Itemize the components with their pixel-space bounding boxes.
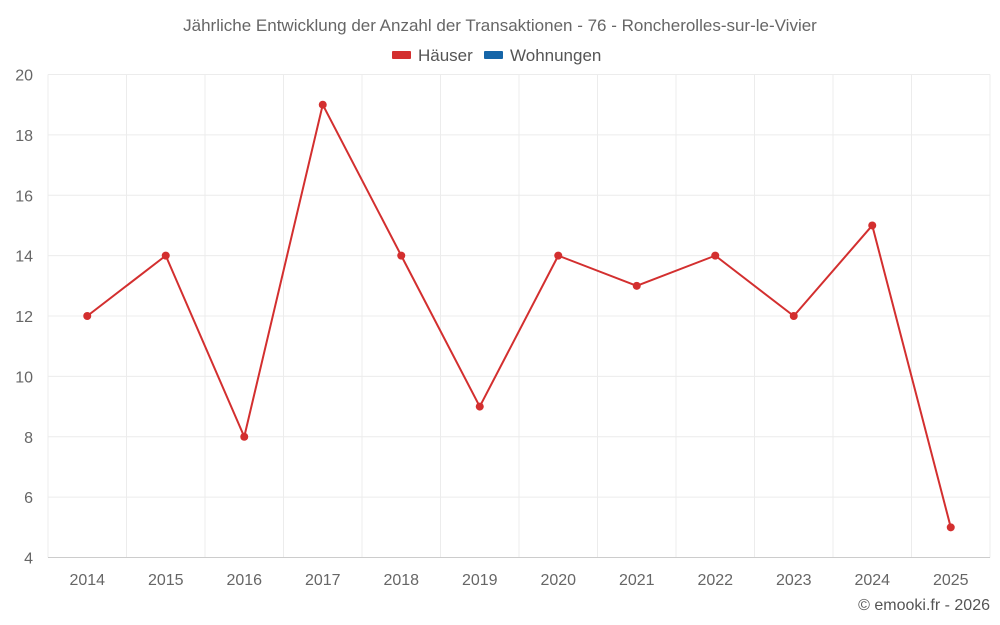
y-tick-label: 14 (15, 249, 33, 266)
y-tick-label: 18 (15, 128, 33, 145)
data-point-2020[interactable] (554, 251, 563, 260)
x-tick-label: 2017 (305, 572, 341, 589)
y-tick-label: 4 (24, 551, 33, 568)
legend-swatch-wohnungen[interactable] (484, 51, 503, 59)
y-tick-label: 6 (24, 490, 33, 507)
legend: Häuser Wohnungen (392, 46, 601, 65)
data-point-2016[interactable] (240, 432, 249, 441)
legend-label-haeuser[interactable]: Häuser (418, 46, 473, 65)
data-point-2025[interactable] (946, 523, 955, 532)
x-tick-label: 2022 (697, 572, 733, 589)
data-point-2023[interactable] (789, 312, 798, 320)
data-point-2019[interactable] (475, 402, 484, 411)
legend-swatch-haeuser[interactable] (392, 51, 411, 59)
x-tick-label: 2020 (540, 572, 576, 589)
y-tick-label: 8 (24, 430, 33, 447)
x-tick-label: 2015 (148, 572, 184, 589)
x-tick-label: 2018 (383, 572, 419, 589)
data-point-2018[interactable] (397, 251, 406, 260)
x-axis-ticks: 2014 2015 2016 2017 2018 2019 2020 2021 2022 2023… (69, 572, 968, 589)
data-point-2022[interactable] (711, 251, 720, 260)
chart-title: Jährliche Entwicklung der Anzahl der Tra… (183, 16, 817, 35)
y-tick-label: 20 (15, 68, 33, 85)
y-tick-label: 16 (15, 188, 33, 205)
data-point-2024[interactable] (868, 221, 877, 230)
x-tick-label: 2023 (776, 572, 812, 589)
series-line-haeuser (86, 103, 952, 528)
x-tick-label: 2014 (69, 572, 105, 589)
legend-label-wohnungen[interactable]: Wohnungen (510, 46, 601, 65)
data-point-2017[interactable] (318, 100, 327, 109)
x-tick-label: 2019 (462, 572, 498, 589)
y-axis-ticks: 4 6 8 10 12 14 16 18 20 (15, 68, 33, 568)
data-point-2014[interactable] (83, 312, 92, 320)
x-tick-label: 2016 (226, 572, 262, 589)
x-tick-label: 2021 (619, 572, 655, 589)
credit-text: © emooki.fr - 2026 (858, 597, 990, 614)
y-tick-label: 12 (15, 309, 33, 326)
x-tick-label: 2024 (854, 572, 890, 589)
data-point-2015[interactable] (161, 251, 170, 260)
series-haeuser (83, 100, 955, 532)
x-tick-label: 2025 (933, 572, 969, 589)
data-point-2021[interactable] (632, 281, 641, 290)
grid (47, 74, 991, 558)
y-tick-label: 10 (15, 369, 33, 386)
